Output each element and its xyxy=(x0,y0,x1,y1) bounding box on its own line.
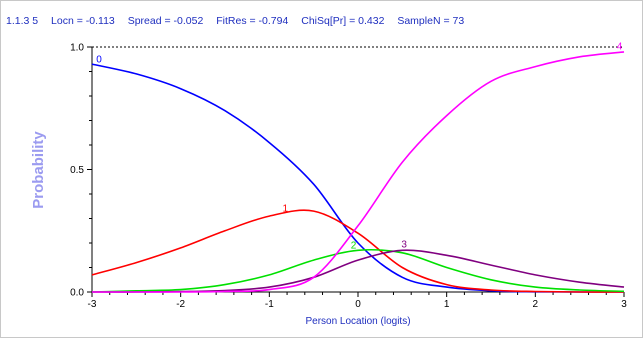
axes: 0.0 0.5 1.0 -3 -2 -1 0 1 2 3 xyxy=(70,43,627,311)
y-tick-label: 0.5 xyxy=(70,165,84,176)
y-tick-label: 0.0 xyxy=(70,288,84,299)
category-curve-0 xyxy=(92,64,624,292)
x-tick-label: -3 xyxy=(88,299,97,310)
y-tick-label: 1.0 xyxy=(70,43,84,54)
x-tick-label: 0 xyxy=(355,299,361,310)
category-curve-3 xyxy=(92,250,624,292)
category-label-1: 1 xyxy=(283,203,289,214)
x-tick-label: 2 xyxy=(533,299,539,310)
category-label-2: 2 xyxy=(351,240,357,251)
y-axis-label: Probability xyxy=(30,131,47,209)
x-tick-label: -1 xyxy=(265,299,274,310)
category-label-4: 4 xyxy=(617,41,623,52)
curves xyxy=(92,52,624,292)
x-tick-label: -2 xyxy=(176,299,185,310)
x-tick-label: 1 xyxy=(444,299,450,310)
x-axis-label: Person Location (logits) xyxy=(305,316,410,327)
category-curve-4 xyxy=(92,52,624,292)
category-label-0: 0 xyxy=(96,55,102,66)
category-curve-2 xyxy=(92,250,624,292)
category-curve-1 xyxy=(92,210,624,292)
x-tick-label: 3 xyxy=(621,299,627,310)
category-label-3: 3 xyxy=(401,240,407,251)
curve-labels: 0 1 2 3 4 xyxy=(96,41,622,251)
